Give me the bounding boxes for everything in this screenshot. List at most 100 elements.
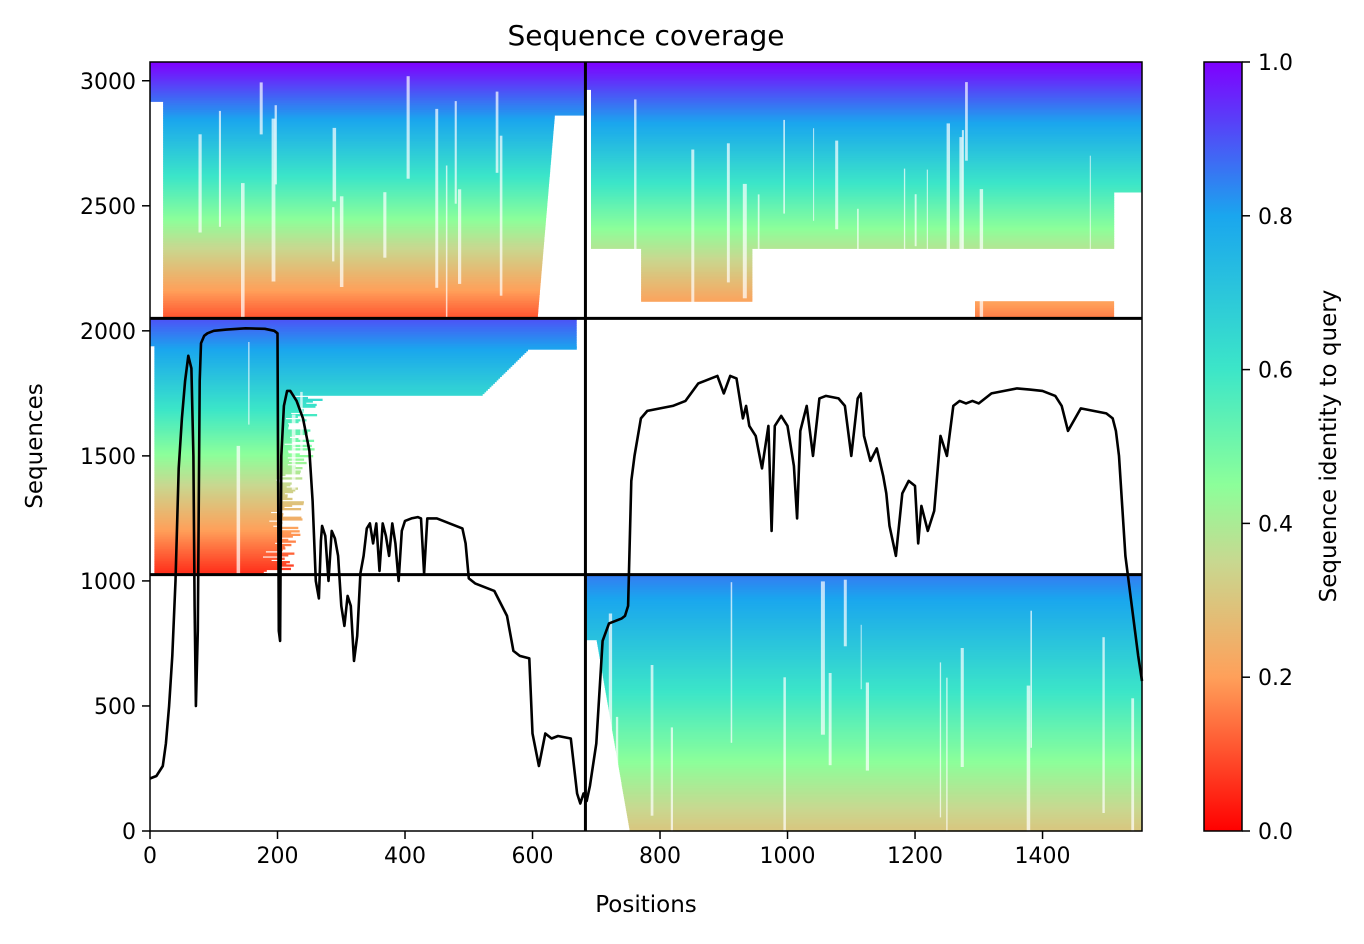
heatmap-row [150, 77, 586, 80]
gap-streak [435, 108, 439, 288]
gap-streak [274, 105, 277, 185]
heatmap-row [154, 538, 289, 542]
heatmap-row [618, 764, 1142, 767]
heatmap-row [585, 602, 1142, 605]
heatmap-row [154, 357, 520, 360]
heatmap-row [591, 149, 1142, 152]
heatmap-row [610, 719, 1142, 723]
heatmap-row [154, 359, 518, 362]
heatmap-row [601, 668, 1142, 671]
heatmap-row [591, 111, 1142, 114]
heatmap-row [591, 210, 1115, 213]
heatmap-row [150, 330, 577, 333]
heatmap-row [150, 72, 586, 75]
heatmap-row [602, 670, 1142, 673]
heatmap-row [591, 162, 1142, 166]
heatmap-row [154, 525, 274, 528]
heatmap-row [617, 759, 1142, 762]
heatmap-row [154, 465, 296, 468]
gap-streak [1026, 685, 1031, 863]
heatmap-row [154, 504, 293, 507]
heatmap-row [154, 417, 286, 420]
heatmap-row [154, 513, 284, 516]
heatmap-row [591, 232, 1115, 236]
heatmap-row [150, 62, 586, 65]
heatmap-row [163, 103, 586, 106]
heatmap-row [163, 210, 547, 213]
heatmap-row [154, 547, 286, 550]
heatmap-row [163, 121, 555, 125]
heatmap-row [585, 68, 1142, 72]
heatmap-row [154, 475, 281, 478]
heatmap-row [154, 492, 285, 495]
heatmap-row [154, 508, 302, 511]
heatmap-row [154, 446, 294, 449]
heatmap-row [163, 205, 548, 208]
heatmap-row [641, 287, 753, 290]
heatmap-row [617, 757, 1142, 760]
coverage-heatmap [150, 62, 1142, 875]
heatmap-row [597, 643, 1142, 646]
gap-streak [236, 445, 241, 596]
heatmap-row [585, 595, 1142, 598]
colorbar-ticks: 0.0 0.2 0.4 0.6 0.8 1.0 [1242, 51, 1293, 845]
heatmap-row [154, 470, 301, 473]
gap-streak [339, 196, 344, 287]
heatmap-row [591, 224, 1115, 227]
heatmap-row [616, 755, 1142, 759]
heatmap-row [585, 63, 1142, 66]
heatmap-row [163, 144, 553, 147]
heatmap-row [163, 154, 552, 157]
heatmap-row [154, 366, 511, 369]
heatmap-row [627, 813, 1142, 817]
heatmap-row [585, 87, 1142, 90]
heatmap-row [591, 200, 1115, 203]
heatmap-row [591, 217, 1115, 220]
heatmap-row [585, 590, 1142, 593]
heatmap-row [622, 790, 1142, 793]
heatmap-row [591, 185, 1142, 188]
heatmap-row [619, 771, 1142, 774]
heatmap-row [591, 239, 1115, 242]
heatmap-row [591, 135, 1142, 138]
gap-streak [835, 140, 839, 230]
heatmap-row [150, 87, 586, 90]
heatmap-row [163, 292, 540, 295]
heatmap-row [163, 106, 586, 109]
heatmap-row [154, 569, 267, 572]
heatmap-row [591, 147, 1142, 150]
y-tick-label: 2000 [80, 320, 136, 345]
heatmap-row [611, 721, 1142, 724]
x-axis-label: Positions [595, 892, 697, 918]
heatmap-row [150, 92, 586, 96]
heatmap-row [163, 296, 540, 299]
heatmap-row [163, 270, 542, 273]
heatmap-row [591, 121, 1142, 125]
heatmap-row [163, 231, 545, 234]
heatmap-row [591, 144, 1142, 147]
heatmap-row [591, 191, 1115, 195]
colorbar-tick-label: 0.8 [1258, 205, 1293, 230]
heatmap-row [163, 132, 554, 135]
heatmap-row [626, 808, 1142, 812]
heatmap-row [585, 636, 1142, 639]
heatmap-row [150, 342, 577, 345]
heatmap-row [641, 291, 753, 294]
heatmap-row [591, 193, 1115, 196]
x-tick-label: 1000 [760, 844, 816, 869]
heatmap-row [163, 260, 543, 263]
heatmap-row [163, 241, 545, 244]
heatmap-row [591, 115, 1142, 118]
heatmap-row [163, 179, 550, 183]
heatmap-row [163, 220, 546, 224]
heatmap-row [163, 181, 550, 184]
heatmap-row [612, 730, 1142, 733]
heatmap-row [600, 658, 1142, 661]
heatmap-row [641, 284, 753, 287]
heatmap-row [585, 77, 1142, 80]
heatmap-row [585, 578, 1142, 581]
heatmap-row [598, 648, 1142, 651]
heatmap-row [613, 733, 1142, 736]
heatmap-row [613, 735, 1142, 738]
